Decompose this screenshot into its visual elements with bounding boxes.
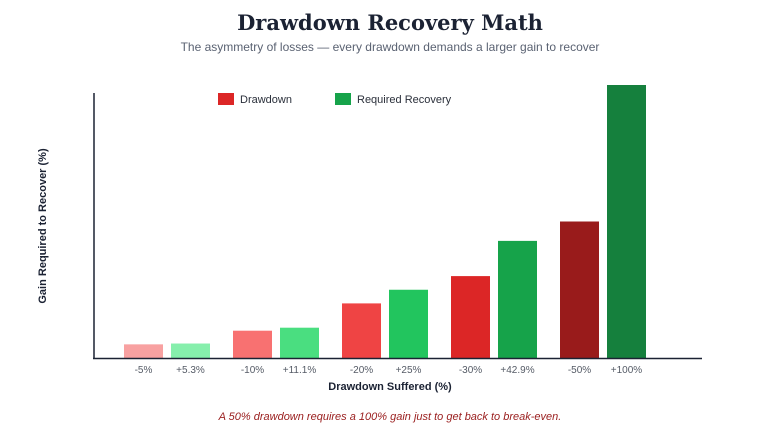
x-tick-labels: -5% +5.3% -10% +11.1% -20% +25% -30% +42.9% -50%… <box>135 365 643 376</box>
recovery-bar <box>607 85 646 358</box>
recovery-bar <box>280 327 319 358</box>
legend: Drawdown Required Recovery <box>218 93 452 106</box>
drawdown-bar <box>560 221 599 358</box>
drawdown-bar <box>451 276 490 358</box>
x-tick-label-drawdown: -50% <box>568 365 591 376</box>
bars-layer <box>124 85 646 358</box>
x-tick-label-recovery: +11.1% <box>283 365 317 376</box>
recovery-bar <box>171 343 210 358</box>
x-tick-label-drawdown: -30% <box>459 365 482 376</box>
recovery-bar <box>498 240 537 358</box>
chart-title: Drawdown Recovery Math <box>237 10 543 35</box>
x-tick-label-recovery: +5.3% <box>176 365 205 376</box>
drawdown-bar <box>233 330 272 358</box>
x-tick-label-drawdown: -20% <box>350 365 373 376</box>
legend-label-drawdown: Drawdown <box>240 94 292 106</box>
y-axis-label: Gain Required to Recover (%) <box>37 148 49 304</box>
drawdown-bar <box>124 344 163 358</box>
x-axis-label: Drawdown Suffered (%) <box>328 381 452 393</box>
legend-label-recovery: Required Recovery <box>357 94 452 106</box>
x-tick-label-drawdown: -10% <box>241 365 264 376</box>
x-tick-label-recovery: +25% <box>396 365 422 376</box>
legend-swatch-recovery <box>335 93 351 105</box>
x-tick-label-recovery: +42.9% <box>500 365 534 376</box>
drawdown-bar <box>342 303 381 358</box>
x-tick-label-drawdown: -5% <box>135 365 153 376</box>
chart-subtitle: The asymmetry of losses — every drawdown… <box>180 40 600 54</box>
chart-footnote: A 50% drawdown requires a 100% gain just… <box>218 411 562 423</box>
x-tick-label-recovery: +100% <box>611 365 643 376</box>
legend-swatch-drawdown <box>218 93 234 105</box>
recovery-bar <box>389 289 428 358</box>
